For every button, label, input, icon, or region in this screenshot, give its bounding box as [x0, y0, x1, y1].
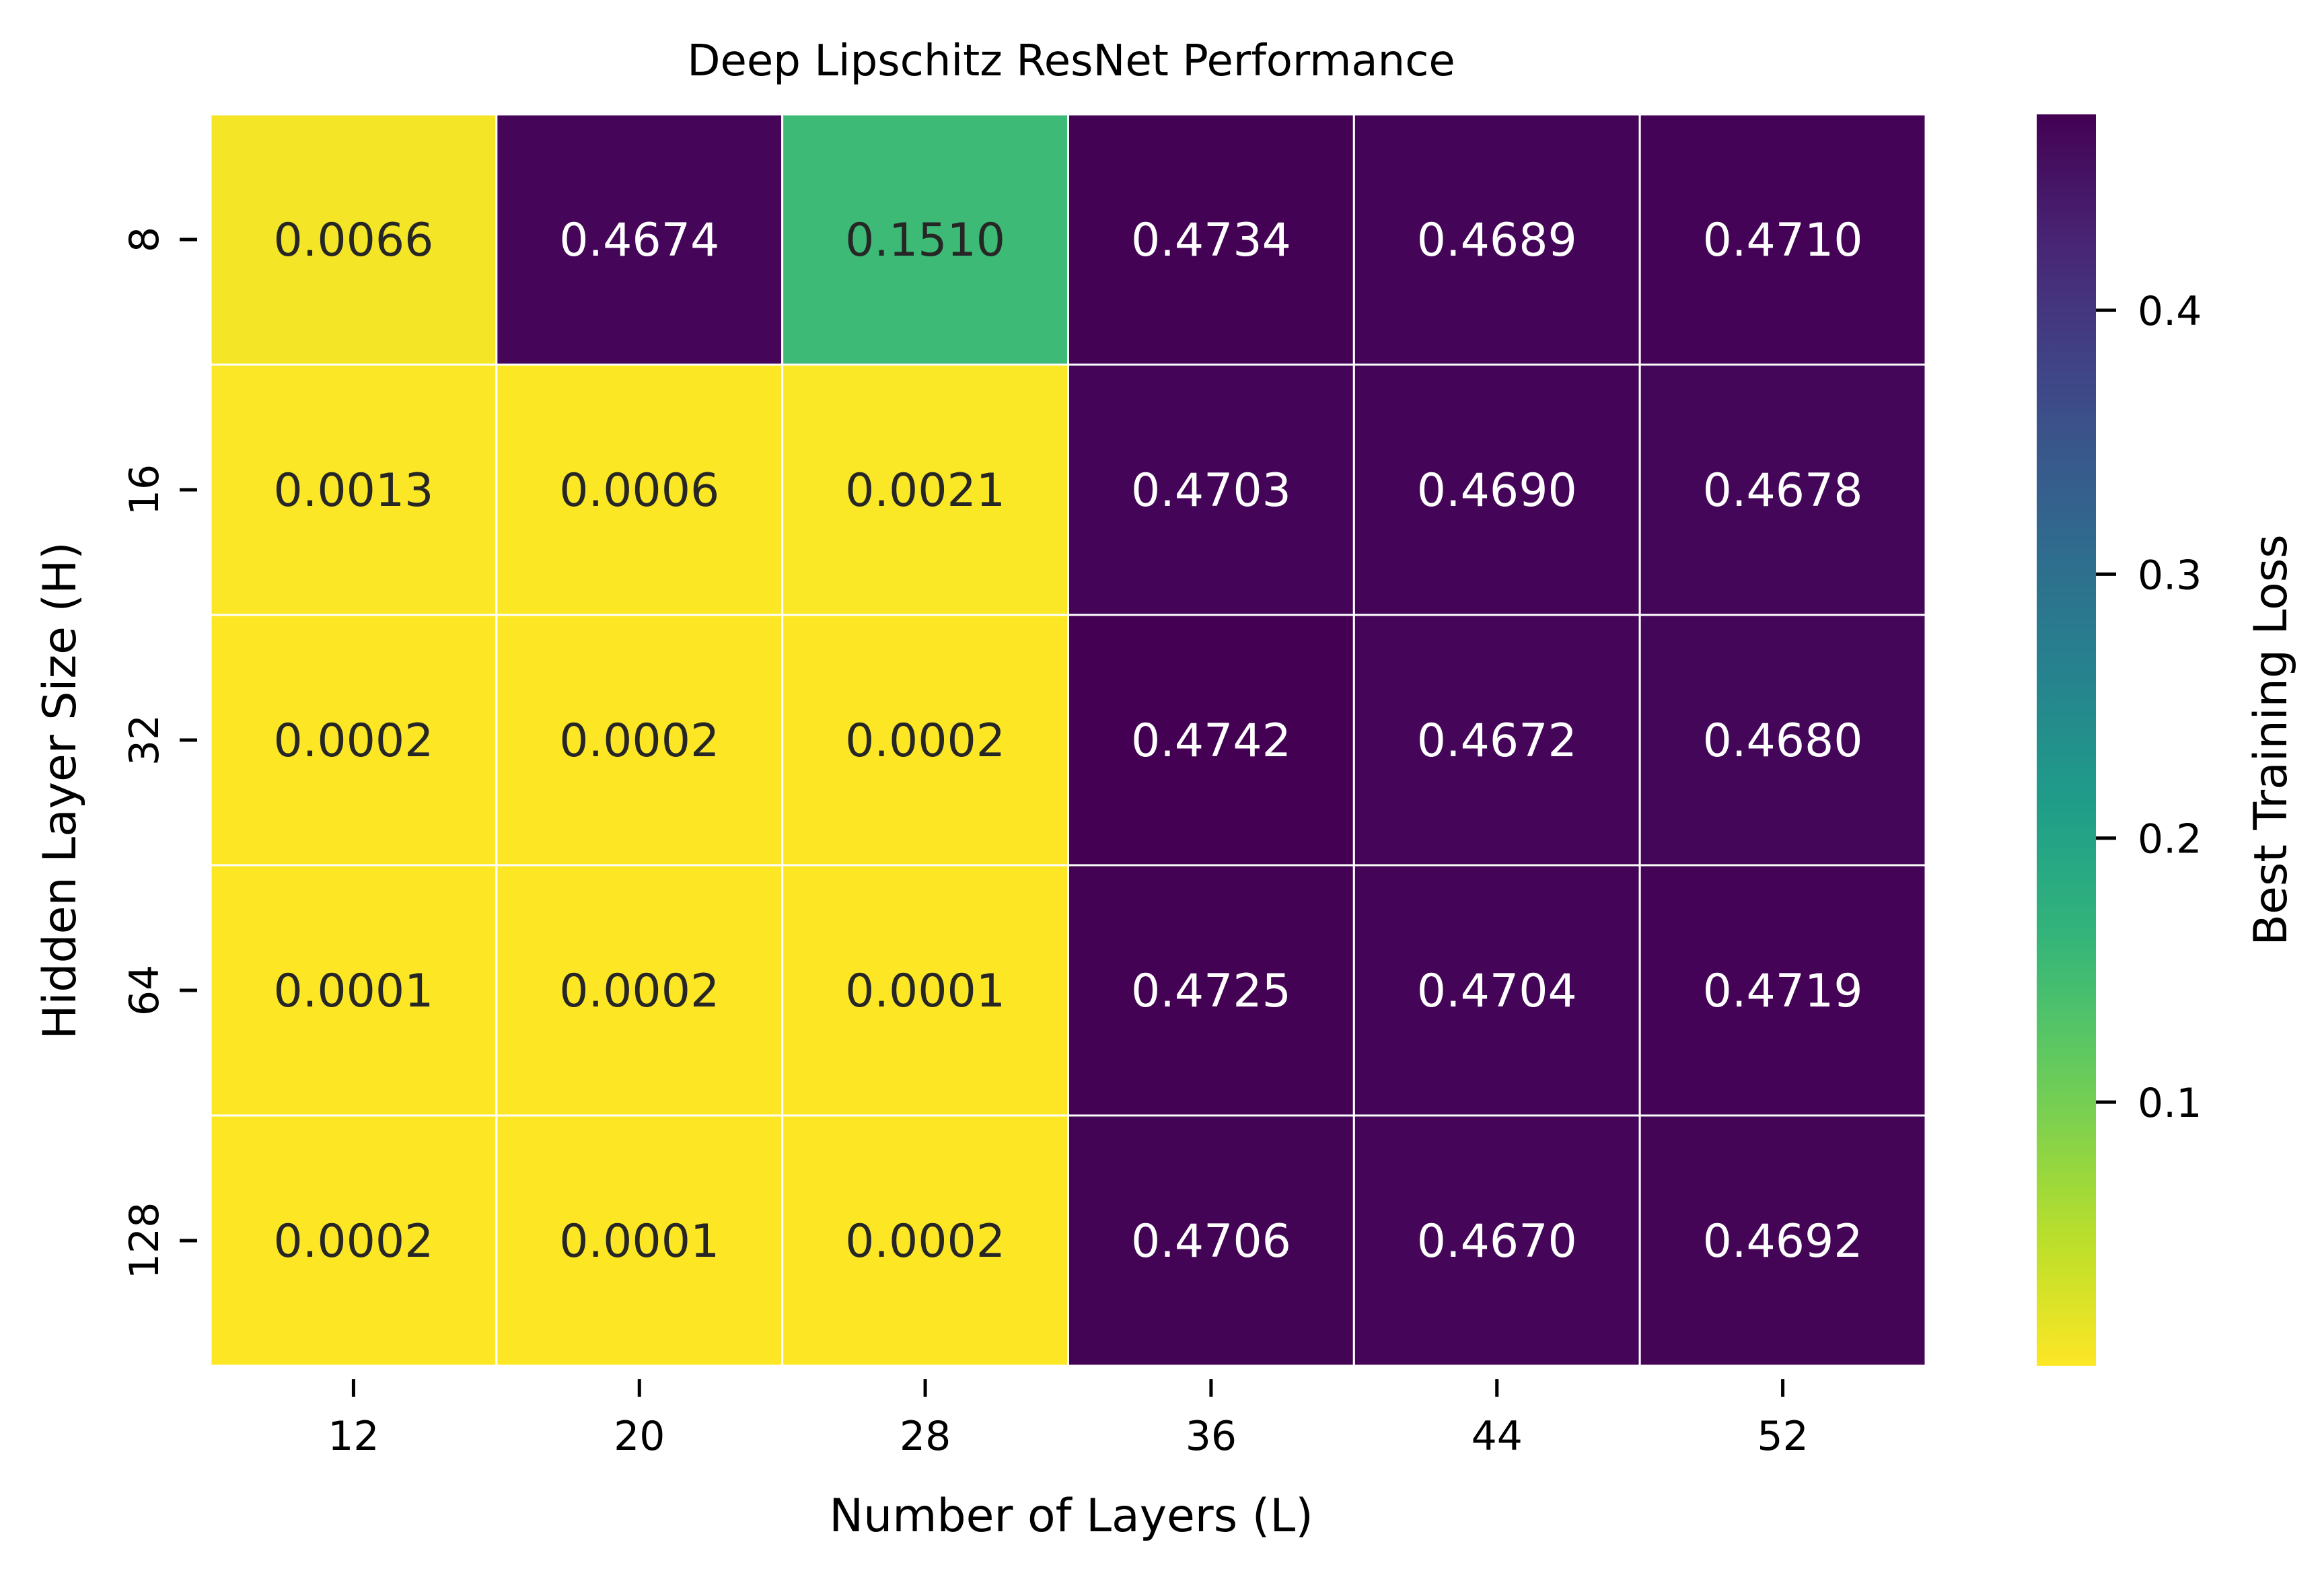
- y-axis: 8 16 32 64 128: [121, 227, 197, 1279]
- heatmap-cell: [1067, 1114, 1355, 1367]
- cell-value-label: 0.4670: [1417, 1215, 1577, 1268]
- x-tick-label: 36: [1186, 1413, 1237, 1460]
- heatmap-cell: [495, 113, 784, 366]
- cell-value-label: 0.0002: [559, 965, 719, 1018]
- cell-value-label: 0.4704: [1417, 965, 1577, 1018]
- heatmap-cell: [1638, 864, 1927, 1117]
- colorbar-tick-label: 0.2: [2138, 816, 2202, 863]
- colorbar-gradient: [2037, 114, 2096, 1366]
- heatmap-cell: [1638, 614, 1927, 867]
- cell-value-label: 0.4725: [1131, 965, 1291, 1018]
- heatmap-cell: [1352, 1114, 1641, 1367]
- heatmap-cell: [1067, 614, 1355, 867]
- cell-value-label: 0.4734: [1131, 214, 1291, 267]
- heatmap-cell: [1352, 614, 1641, 867]
- heatmap-cell: [209, 113, 498, 366]
- heatmap-cell: [495, 363, 784, 616]
- heatmap-cell: [1638, 113, 1927, 366]
- heatmap-cell: [495, 614, 784, 867]
- cell-value-label: 0.0006: [559, 464, 719, 517]
- x-tick-label: 28: [900, 1413, 951, 1460]
- cell-value-label: 0.4719: [1703, 965, 1863, 1018]
- cell-value-label: 0.0002: [273, 1215, 433, 1268]
- heatmap-cell: [1638, 363, 1927, 616]
- cell-value-label: 0.0002: [845, 715, 1005, 768]
- chart-title: Deep Lipschitz ResNet Performance: [687, 36, 1455, 86]
- cell-value-label: 0.4703: [1131, 464, 1291, 517]
- y-axis-title: Hidden Layer Size (H): [34, 542, 87, 1039]
- x-tick-label: 52: [1757, 1413, 1808, 1460]
- cell-value-label: 0.4674: [559, 214, 719, 267]
- heatmap-cell: [209, 864, 498, 1117]
- cell-value-label: 0.0001: [559, 1215, 719, 1268]
- cell-value-label: 0.4680: [1703, 715, 1863, 768]
- heatmap-cell: [781, 1114, 1069, 1367]
- x-tick-label: 12: [328, 1413, 379, 1460]
- x-tick-label: 20: [614, 1413, 665, 1460]
- heatmap-cell: [781, 864, 1069, 1117]
- x-axis: 12 20 28 36 44 52: [328, 1379, 1809, 1460]
- heatmap-cell: [1638, 1114, 1927, 1367]
- x-tick-label: 44: [1472, 1413, 1523, 1460]
- cell-value-label: 0.4690: [1417, 464, 1577, 517]
- heatmap-cell: [495, 864, 784, 1117]
- heatmap-cell: [1067, 864, 1355, 1117]
- heatmap-cell: [781, 113, 1069, 366]
- cell-value-label: 0.0002: [845, 1215, 1005, 1268]
- heatmap-cell: [781, 614, 1069, 867]
- cell-value-label: 0.0001: [845, 965, 1005, 1018]
- colorbar-tick-label: 0.3: [2138, 552, 2202, 599]
- colorbar-tick-label: 0.1: [2138, 1080, 2202, 1127]
- cell-value-label: 0.0021: [845, 464, 1005, 517]
- cell-value-label: 0.0002: [559, 715, 719, 768]
- cell-value-label: 0.4710: [1703, 214, 1863, 267]
- colorbar-label: Best Training Loss: [2245, 534, 2298, 945]
- x-axis-title: Number of Layers (L): [829, 1490, 1313, 1543]
- cell-value-labels: 0.0066 0.4674 0.1510 0.4734 0.4689 0.4710 0.00…: [273, 214, 1862, 1268]
- cell-value-label: 0.0001: [273, 965, 433, 1018]
- heatmap-cell: [1352, 113, 1641, 366]
- cell-value-label: 0.0002: [273, 715, 433, 768]
- colorbar: 0.1 0.2 0.3 0.4: [2037, 114, 2202, 1366]
- y-tick-label: 8: [121, 227, 168, 252]
- colorbar-tick-label: 0.4: [2138, 288, 2202, 335]
- y-tick-label: 16: [121, 464, 168, 515]
- cell-value-label: 0.4742: [1131, 715, 1291, 768]
- cell-value-label: 0.4678: [1703, 464, 1863, 517]
- cell-value-label: 0.4672: [1417, 715, 1577, 768]
- cell-value-label: 0.4706: [1131, 1215, 1291, 1268]
- cell-value-label: 0.4689: [1417, 214, 1577, 267]
- y-tick-label: 64: [121, 965, 168, 1016]
- heatmap-cell: [1352, 864, 1641, 1117]
- heatmap-cell: [209, 1114, 498, 1367]
- cell-value-label: 0.0013: [273, 464, 433, 517]
- cell-value-label: 0.0066: [273, 214, 433, 267]
- y-tick-label: 32: [121, 715, 168, 766]
- cell-value-label: 0.4692: [1703, 1215, 1863, 1268]
- y-tick-label: 128: [121, 1202, 168, 1280]
- heatmap-cell: [209, 614, 498, 867]
- heatmap-cell: [1067, 113, 1355, 366]
- cell-value-label: 0.1510: [845, 214, 1005, 267]
- heatmap-cell: [1067, 363, 1355, 616]
- heatmap-cells: [209, 113, 1927, 1367]
